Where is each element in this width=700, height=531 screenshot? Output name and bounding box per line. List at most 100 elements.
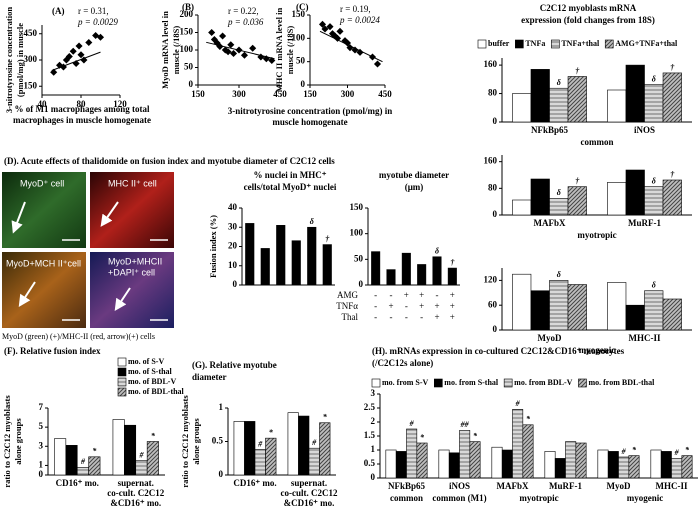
group-label: myogenic [579,345,616,355]
bar [567,76,587,123]
treatment-sign: - [405,301,408,311]
y-tick-label: 80 [488,88,498,98]
panel-title: (D). Acute effects of thalidomide on fus… [4,156,335,166]
bar [54,438,67,476]
group-label: myotropic [577,230,616,240]
bar [417,264,427,286]
y-axis-label: muscle (/18S) [285,26,295,75]
y-tick-label: 200 [180,9,194,19]
arrow [18,281,36,308]
legend-label: TNFa [525,39,545,48]
x-tick-label: 300 [232,89,246,99]
legend-label: mo. of BDL-thal [128,387,185,396]
bar [575,442,587,479]
significance-mark: † [575,176,580,185]
y-tick-label: 2.5 [364,402,376,412]
significance-mark: * [632,445,637,454]
x-tick-label: supernat. co-cult. C2C12 &CD16⁺ mo. [281,478,338,508]
y-tick-label: 0 [301,79,306,89]
image-label: MyoD+MCH II⁺cell [6,258,81,268]
treatment-sign: + [434,312,439,322]
bar [628,455,640,479]
point [346,44,354,52]
y-axis-label: MyoD mRNA level in [160,11,170,89]
treatment-sign: - [405,312,408,322]
point [69,47,77,55]
group-label: common (M1) [432,493,486,503]
image-label: MHC II⁺ cell [108,178,157,188]
point [85,38,93,47]
legend-swatch [117,367,127,377]
y-tick-label: 0 [233,279,238,289]
micrograph [90,252,174,328]
chart-title: (A) [52,6,65,16]
chart-title: C2C12 myoblasts mRNA [540,3,637,13]
micrograph [90,172,174,248]
point [343,39,352,47]
x-tick-label: MyoD [538,333,562,343]
y-tick-label: 1 [371,444,376,454]
bar [650,449,662,479]
bar [76,467,89,476]
bar [319,422,331,476]
x-tick-label: iNOS [634,125,655,135]
treatment-sign: + [434,301,439,311]
treatment-sign: - [420,312,423,322]
point [208,28,216,37]
bar [244,421,256,476]
significance-mark: # [621,447,627,456]
bar [124,424,137,476]
y-tick-label: 450 [24,28,38,38]
bar [625,169,645,216]
significance-mark: # [409,419,415,428]
significance-mark: * [151,431,156,440]
legend-swatch [433,378,443,388]
chart-title: diameter [192,372,226,382]
bar [276,225,286,286]
significance-mark: * [269,428,274,437]
bar [681,455,693,479]
y-tick-label: 1.5 [364,430,376,440]
legend-label: mo. of S-thal [128,367,173,376]
treatment-sign: - [374,312,377,322]
treatment-sign: + [419,290,424,300]
bar [530,178,550,216]
arrow [100,201,119,227]
x-axis-label: % of M1 macrophages among total [14,104,150,114]
x-tick-label: MyoD [607,481,631,491]
micrograph [2,252,86,328]
bar [469,441,481,479]
group-label: common [390,493,423,503]
bar [618,456,630,479]
bar [671,458,683,479]
significance-mark: # [138,450,144,459]
legend-label: mo. from BDL-V [514,378,573,387]
y-tick-label: 1 [39,459,44,469]
treatment-sign: - [390,290,393,300]
bar [260,248,270,286]
point [229,49,238,58]
y-tick-label: 80 [488,182,498,192]
x-tick-label: 450 [273,89,287,99]
chart-title: (C) [296,2,309,12]
treatment-label: TNFα [336,301,358,311]
y-tick-label: 0 [359,279,364,289]
annotation: r = 0.31, [78,6,109,16]
treatment-sign: + [388,301,393,311]
annotation: p = 0.0029 [77,17,118,27]
bar [88,456,101,476]
treatment-sign: - [390,312,393,322]
bar [416,442,428,479]
bar [135,460,148,476]
y-tick-label: 160 [484,156,498,166]
x-tick-label: MAFbX [497,481,529,491]
significance-mark: * [473,431,478,440]
significance-mark: * [685,445,690,454]
significance-mark: δ [557,270,561,279]
trendline [319,30,383,63]
y-tick-label: 50 [184,62,194,72]
bar [644,186,664,216]
x-tick-label: MHC-II [629,333,661,343]
arrow [11,201,26,234]
